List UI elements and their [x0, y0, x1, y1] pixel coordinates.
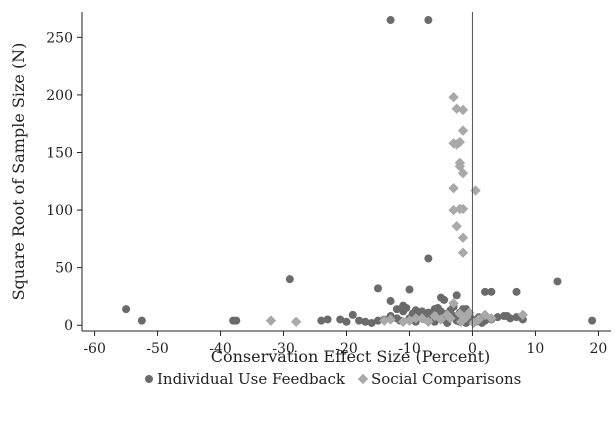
data-point-circle [361, 317, 370, 326]
y-axis-title: Square Root of Sample Size (N) [9, 43, 28, 301]
data-point-circle [392, 305, 401, 314]
data-point-circle [355, 316, 364, 325]
x-tick-label: 20 [589, 341, 607, 357]
data-point-diamond [464, 307, 475, 318]
data-point-circle [348, 310, 357, 319]
data-point-circle [402, 303, 411, 312]
series-social-comparisons [265, 92, 529, 329]
data-point-circle [373, 316, 382, 325]
data-point-diamond [451, 221, 462, 232]
data-point-diamond [448, 298, 459, 309]
data-point-circle [506, 314, 515, 323]
legend-marker [145, 375, 153, 383]
data-point-diamond [457, 203, 469, 215]
data-point-circle [452, 291, 461, 300]
data-point-diamond [448, 182, 459, 194]
data-point-circle [137, 316, 146, 325]
data-point-diamond [455, 316, 467, 327]
data-point-diamond [470, 185, 481, 196]
data-point-diamond [457, 125, 469, 136]
y-tick-label: 150 [46, 145, 73, 161]
data-point-diamond [457, 232, 469, 243]
data-point-diamond [448, 92, 459, 103]
data-point-circle [405, 285, 414, 294]
x-tick-label: -60 [83, 341, 106, 357]
data-point-circle [424, 16, 433, 25]
data-point-diamond [397, 316, 409, 327]
data-point-circle [487, 287, 496, 296]
plot-area [122, 16, 597, 329]
data-point-circle [418, 307, 427, 316]
data-point-diamond [457, 247, 469, 258]
data-point-circle [336, 315, 345, 324]
x-tick-label: 10 [527, 341, 545, 357]
x-tick-label: -40 [209, 341, 232, 357]
y-tick-label: 200 [46, 88, 73, 104]
data-point-circle [323, 315, 332, 324]
data-point-circle [232, 316, 241, 325]
data-point-circle [386, 16, 395, 25]
data-point-diamond [290, 316, 302, 327]
data-point-diamond [454, 136, 466, 148]
data-point-diamond [265, 315, 277, 326]
x-tick-label: 0 [468, 341, 477, 357]
data-point-circle [481, 287, 490, 296]
legend-label: Social Comparisons [371, 370, 521, 388]
data-point-diamond [435, 314, 447, 325]
series-individual-use-feedback [122, 16, 597, 327]
data-point-circle [553, 277, 562, 286]
data-point-circle [342, 317, 351, 326]
data-point-circle [317, 316, 326, 325]
x-axis-title: Conservation Effect Size (Percent) [211, 347, 491, 366]
data-point-diamond [486, 313, 497, 324]
x-tick-label: -20 [335, 341, 358, 357]
data-point-circle [367, 318, 376, 327]
data-point-diamond [468, 317, 479, 329]
x-tick-label: -10 [398, 341, 421, 357]
data-point-diamond [423, 316, 434, 327]
data-point-circle [440, 295, 449, 304]
data-point-circle [386, 297, 395, 306]
data-point-diamond [445, 313, 456, 324]
y-tick-label: 100 [46, 203, 73, 219]
data-point-diamond [379, 315, 390, 326]
data-point-diamond [410, 313, 421, 324]
y-tick-label: 250 [46, 30, 73, 46]
x-tick-label: -30 [272, 341, 295, 357]
data-point-circle [373, 284, 382, 293]
axes: 0 50 100 150 200 250 -60 -50 -40 -30 -20 -10 0 10 20 Co… [9, 12, 611, 366]
legend: Individual Use Feedback Social Comparison… [145, 370, 521, 388]
data-point-circle [588, 316, 597, 325]
data-point-circle [433, 303, 442, 312]
data-point-circle [424, 254, 433, 263]
data-point-circle [512, 287, 521, 296]
data-point-circle [285, 275, 294, 284]
legend-marker [357, 373, 369, 385]
data-point-diamond [457, 168, 469, 179]
y-tick-label: 50 [55, 261, 73, 277]
data-point-circle [122, 305, 131, 314]
data-point-diamond [457, 104, 469, 116]
legend-label: Individual Use Feedback [157, 370, 346, 388]
data-point-diamond [517, 309, 529, 321]
y-tick-label: 0 [64, 318, 73, 334]
x-tick-label: -50 [146, 341, 169, 357]
